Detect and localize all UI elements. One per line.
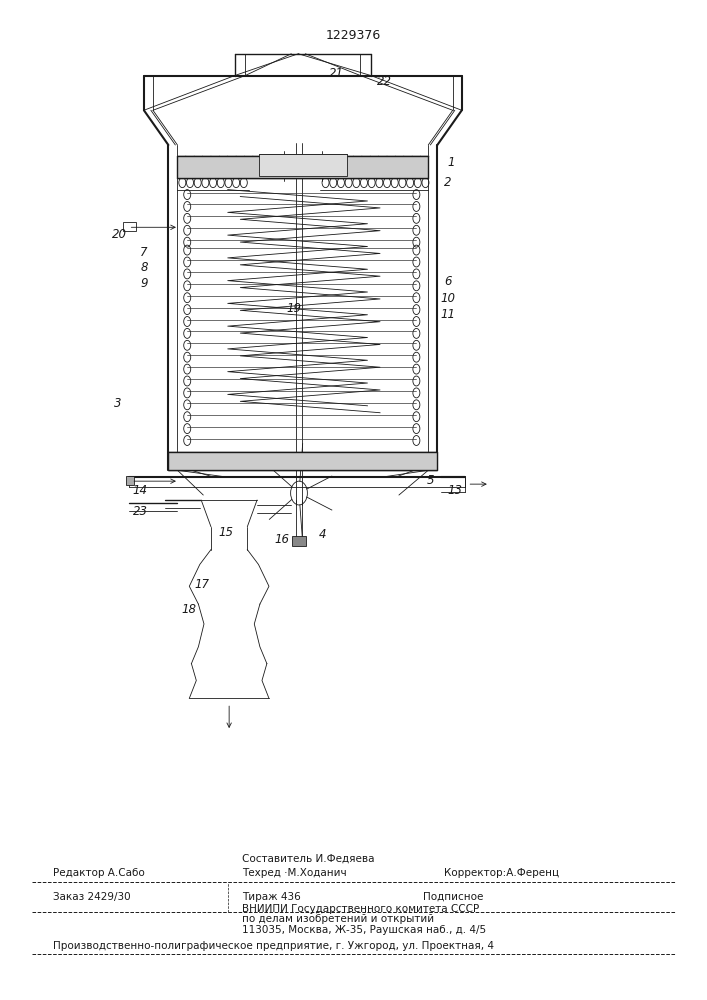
Text: 1229376: 1229376	[326, 29, 381, 42]
Text: 4: 4	[318, 528, 326, 541]
Text: 21: 21	[329, 67, 344, 80]
Text: 18: 18	[182, 603, 197, 616]
Text: 1: 1	[448, 156, 455, 169]
Text: Производственно-полиграфическое предприятие, г. Ужгород, ул. Проектная, 4: Производственно-полиграфическое предприя…	[53, 941, 494, 951]
Text: Заказ 2429/30: Заказ 2429/30	[53, 892, 131, 902]
Bar	[177, 156, 428, 178]
Text: Составитель И.Федяева: Составитель И.Федяева	[242, 854, 374, 864]
Text: 15: 15	[219, 526, 234, 539]
Text: 13: 13	[448, 484, 462, 497]
Text: 6: 6	[444, 275, 452, 288]
Text: Тираж 436: Тираж 436	[242, 892, 300, 902]
Text: 5: 5	[426, 474, 434, 487]
Text: 16: 16	[275, 533, 290, 546]
Bar	[168, 452, 438, 470]
Text: 14: 14	[133, 484, 148, 497]
Text: 20: 20	[112, 228, 127, 241]
Text: 17: 17	[194, 578, 209, 591]
Bar	[259, 154, 346, 176]
Bar	[292, 536, 306, 546]
Text: 7: 7	[140, 246, 148, 259]
Text: Техред ·М.Ходанич: Техред ·М.Ходанич	[242, 868, 346, 878]
Text: Подписное: Подписное	[423, 892, 484, 902]
Text: ВНИИПИ Государственного комитета СССР: ВНИИПИ Государственного комитета СССР	[242, 904, 479, 914]
Text: 113035, Москва, Ж-35, Раушская наб., д. 4/5: 113035, Москва, Ж-35, Раушская наб., д. …	[242, 925, 486, 935]
Text: 19: 19	[286, 302, 302, 315]
Text: Редактор А.Сабо: Редактор А.Сабо	[53, 868, 145, 878]
Text: 23: 23	[133, 505, 148, 518]
Text: 22: 22	[378, 75, 392, 88]
Text: 8: 8	[140, 261, 148, 274]
Bar	[123, 222, 136, 231]
Text: 9: 9	[140, 277, 148, 290]
Text: 12: 12	[303, 158, 317, 171]
Text: Корректор:А.Ференц: Корректор:А.Ференц	[444, 868, 559, 878]
Bar	[126, 476, 134, 485]
Text: по делам изобретений и открытий: по делам изобретений и открытий	[242, 914, 434, 924]
Text: 10: 10	[440, 292, 455, 305]
Text: 2: 2	[444, 176, 452, 189]
Text: 3: 3	[115, 397, 122, 410]
Text: 11: 11	[440, 308, 455, 321]
